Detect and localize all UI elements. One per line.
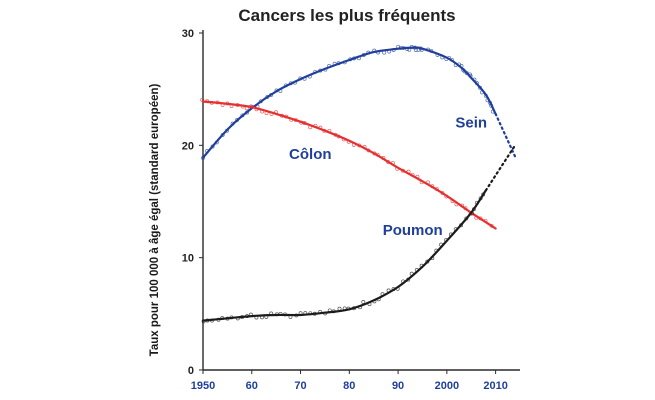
x-ticks: 1950 60 70 80 90 2000 2010 [191,370,508,392]
y-tick-label: 10 [182,253,194,265]
label-poumon: Poumon [383,222,443,239]
y-tick-label: 20 [182,140,194,152]
chart-title: Cancers les plus fréquents [238,6,455,25]
x-tick-label: 2000 [435,380,459,392]
y-tick-label: 0 [188,365,194,377]
x-tick-label: 90 [392,380,404,392]
series-projection [484,144,517,192]
y-axis-label: Taux pour 100 000 à âge égal (standard e… [149,83,161,356]
label-sein: Sein [455,114,487,131]
label-colon: Côlon [289,146,332,163]
series-projection [494,112,517,158]
x-tick-label: 80 [343,380,355,392]
y-ticks: 0 10 20 30 [182,28,203,377]
data-point [361,300,366,304]
series-poumon [201,144,517,324]
x-tick-label: 60 [246,380,258,392]
series-line [201,189,487,322]
x-tick-label: 70 [294,380,306,392]
series-sein [201,44,517,160]
series-line [201,46,497,159]
data-point [337,306,342,311]
annotations: Sein Côlon Poumon [289,114,487,239]
axes [202,30,520,371]
y-tick-label: 30 [182,28,194,40]
x-tick-label: 1950 [191,380,215,392]
plot-series [200,44,517,324]
series-line [201,100,497,230]
x-tick-label: 2010 [483,380,507,392]
series-colon [200,97,497,230]
